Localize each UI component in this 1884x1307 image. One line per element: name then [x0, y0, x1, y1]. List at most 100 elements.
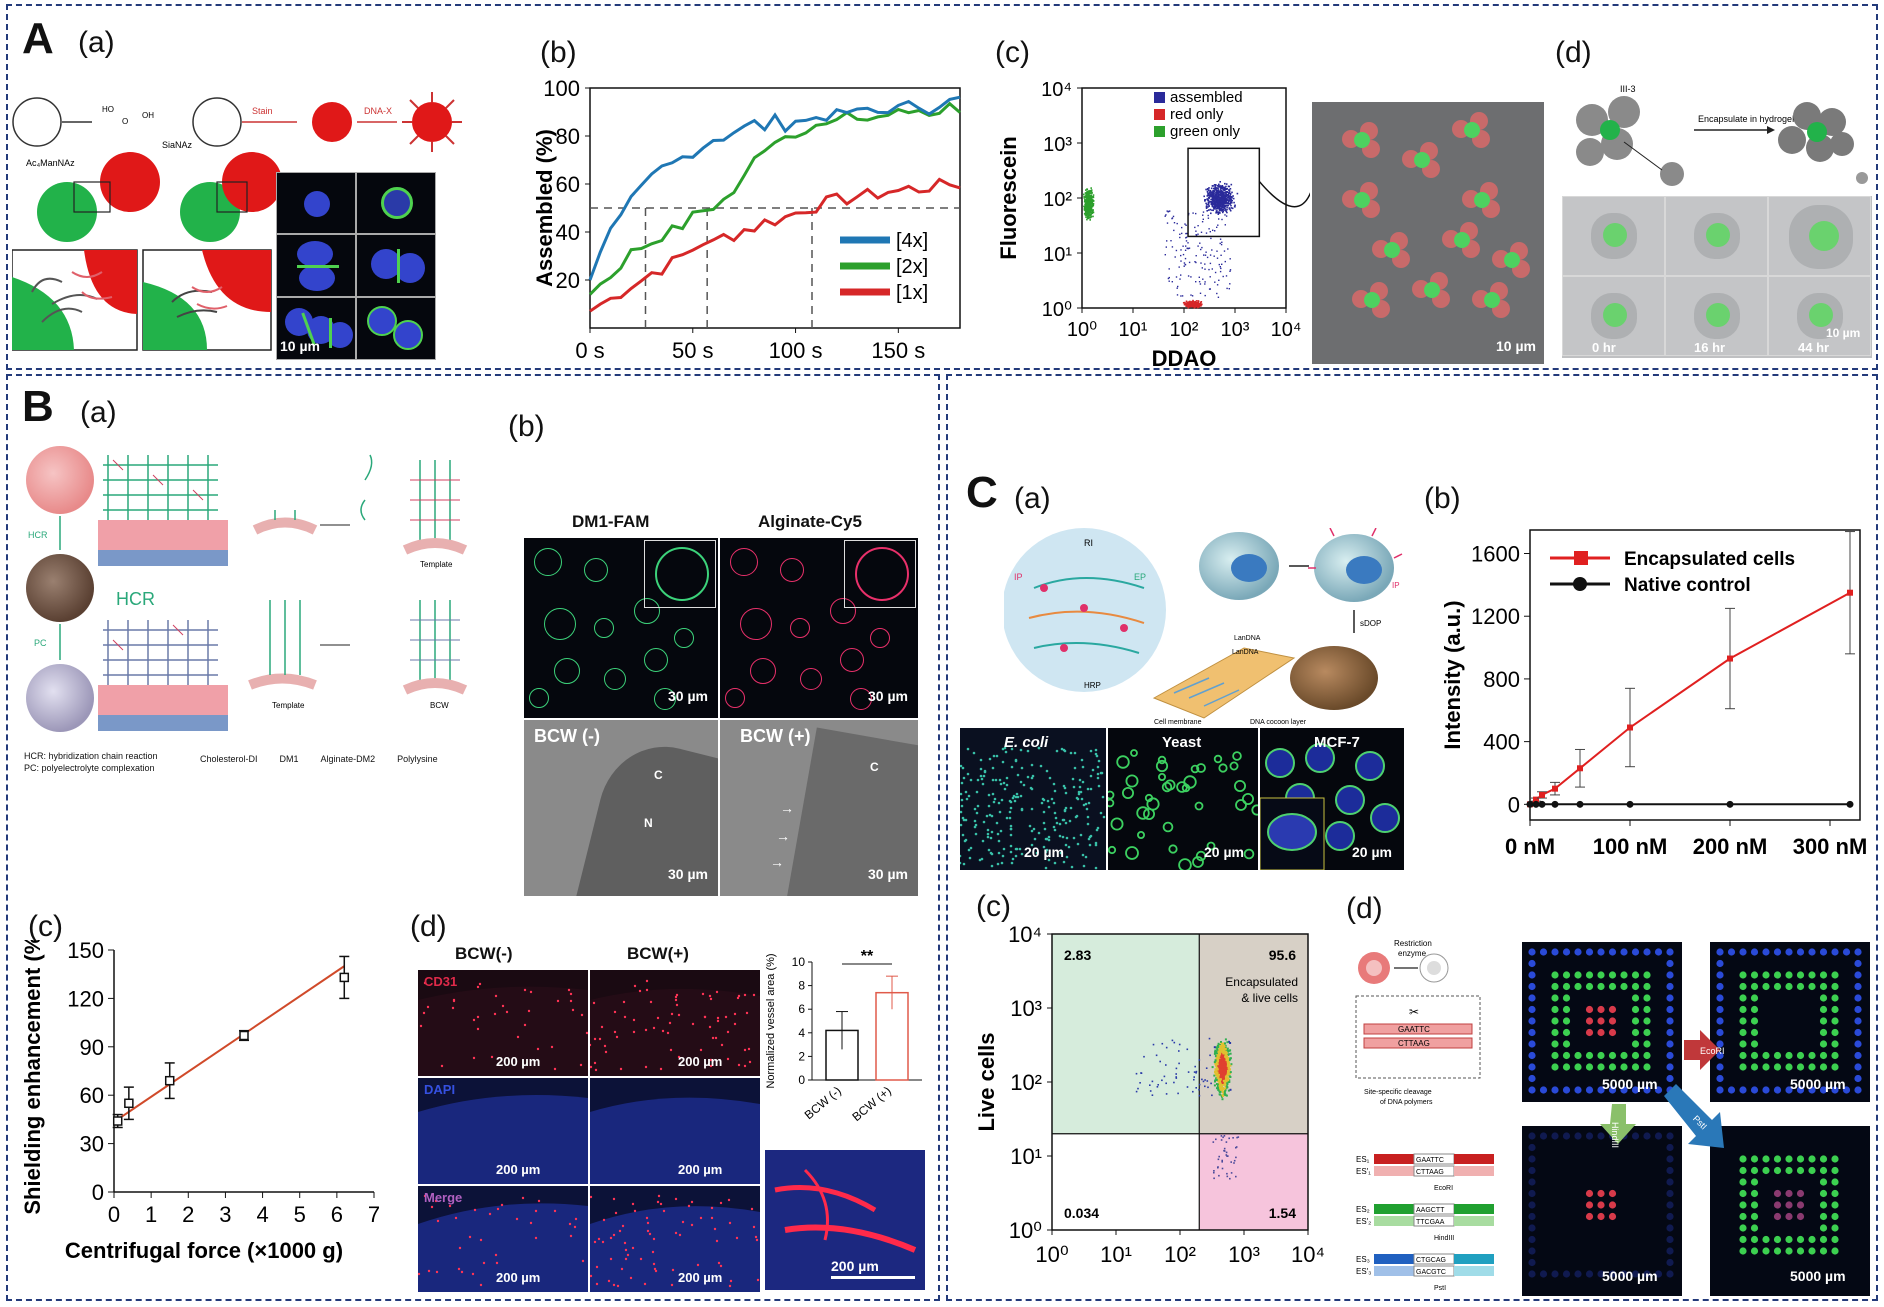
Cc-point: [1222, 1070, 1225, 1073]
B-b-ring: [544, 608, 576, 640]
Cc-point: [1216, 1052, 1219, 1055]
Ac-point: [1181, 295, 1184, 297]
Cc-point: [1226, 1056, 1228, 1059]
Ac-point: [1226, 194, 1228, 197]
C-d-cleave2: of DNA polymers: [1380, 1099, 1433, 1106]
Cc-point: [1225, 1070, 1227, 1073]
Cc-point: [1218, 1056, 1221, 1059]
Ab-xtick-label: 150 s: [871, 338, 925, 363]
Ac-point: [1090, 211, 1092, 213]
Ac-point: [1198, 302, 1200, 305]
Ac-point: [1084, 196, 1087, 199]
Cc-point: [1215, 1077, 1218, 1080]
svg-text:HO: HO: [102, 105, 114, 114]
Ac-point: [1232, 195, 1234, 197]
A-c-cluster: [1462, 182, 1502, 218]
Cc-point: [1218, 1049, 1221, 1052]
Ac-point: [1230, 207, 1233, 209]
Cc-point: [1216, 1070, 1219, 1073]
Ac-point: [1188, 247, 1191, 249]
Ac-point: [1227, 185, 1230, 188]
Cc-point: [1165, 1064, 1167, 1066]
Cc-point: [1217, 1053, 1220, 1056]
C-a-ip: IP: [1014, 572, 1023, 582]
Cc-point: [1157, 1084, 1159, 1086]
Cc-point: [1226, 1071, 1229, 1074]
Bc-ytick-label: 90: [80, 1035, 104, 1060]
Ac-ylabel: Fluorescein: [996, 136, 1021, 259]
Bd-ytick-label: 6: [798, 1002, 805, 1016]
Ac-point: [1221, 199, 1223, 201]
Cc-point: [1216, 1054, 1219, 1057]
Ac-point: [1085, 209, 1088, 212]
Ac-point: [1197, 245, 1199, 247]
Ac-point: [1217, 198, 1219, 201]
Cb-point: [1576, 800, 1584, 808]
Ac-point: [1213, 203, 1215, 205]
Ac-point: [1195, 230, 1197, 232]
Ac-point: [1212, 209, 1214, 212]
Cc-point: [1198, 1083, 1201, 1086]
Cc-point: [1223, 1088, 1226, 1091]
Cc-point: [1211, 1066, 1214, 1069]
Cc-point: [1165, 1046, 1168, 1049]
Cc-point: [1222, 1091, 1225, 1093]
Ac-point: [1215, 188, 1217, 191]
Ac-point: [1224, 189, 1226, 192]
C-d-arrow-hindiii-label: HindIII: [1610, 1122, 1620, 1148]
Ac-point: [1219, 270, 1222, 273]
panel-Ad-label: (d): [1555, 36, 1592, 69]
Ac-point: [1184, 249, 1187, 251]
Ac-point: [1217, 212, 1220, 214]
Ac-point: [1085, 199, 1087, 201]
Ac-point: [1173, 222, 1176, 224]
B-b-ring: [529, 688, 549, 708]
Ac-point: [1224, 205, 1227, 207]
Ac-point: [1225, 199, 1228, 202]
Bc-xtick-label: 1: [145, 1202, 157, 1227]
Cc-xtick-label: 10⁰: [1035, 1242, 1068, 1267]
Ac-point: [1171, 246, 1174, 248]
B-b-ring: [840, 648, 864, 672]
Ac-point: [1210, 201, 1213, 203]
panel-Bd-label: (d): [410, 910, 447, 943]
Cc-point: [1226, 1082, 1229, 1085]
A-scheme-dnax: DNA-X: [364, 106, 392, 116]
Ac-point: [1212, 202, 1215, 205]
Ac-point: [1205, 202, 1207, 205]
Ac-point: [1088, 205, 1090, 208]
Ac-point: [1224, 191, 1227, 193]
Bd-ytick-label: 8: [798, 979, 805, 993]
Ac-point: [1090, 215, 1092, 217]
chart-Ac: 10⁰ 10¹ 10² 10³ 10⁴ 10⁰ 10¹ 10² 10³ 10⁴ DDAO Fluore…: [996, 80, 1310, 370]
C-a-cocoon: DNA cocoon layer: [1250, 719, 1307, 726]
A-d-time-0: 0 hr: [1592, 340, 1616, 355]
B-b-ring: [790, 618, 810, 638]
Cc-point: [1207, 1086, 1209, 1089]
Cc-point: [1149, 1084, 1151, 1086]
Ac-point: [1210, 187, 1213, 190]
Ac-point: [1222, 275, 1224, 278]
C-d-row1-es: ES₁: [1356, 1155, 1370, 1164]
Cc-point: [1215, 1138, 1217, 1141]
C-a-mcf7-cells: [1260, 743, 1400, 870]
Cc-point: [1223, 1061, 1226, 1064]
Ac-point: [1187, 306, 1190, 309]
Ac-point: [1086, 197, 1089, 200]
Cc-point: [1216, 1067, 1219, 1070]
Cc-point: [1155, 1054, 1158, 1057]
Ac-point: [1228, 200, 1230, 203]
Ac-point: [1202, 214, 1204, 216]
Ac-point: [1088, 206, 1090, 209]
Ac-point: [1179, 233, 1181, 235]
Ac-point: [1222, 210, 1224, 212]
Ac-point: [1198, 304, 1200, 306]
Ac-point: [1217, 192, 1220, 195]
Ac-point: [1084, 203, 1087, 206]
Ac-point: [1211, 199, 1214, 202]
Cc-point: [1161, 1042, 1164, 1045]
Cc-point: [1230, 1161, 1232, 1163]
Ac-point: [1195, 305, 1198, 307]
Ac-point: [1224, 208, 1227, 211]
